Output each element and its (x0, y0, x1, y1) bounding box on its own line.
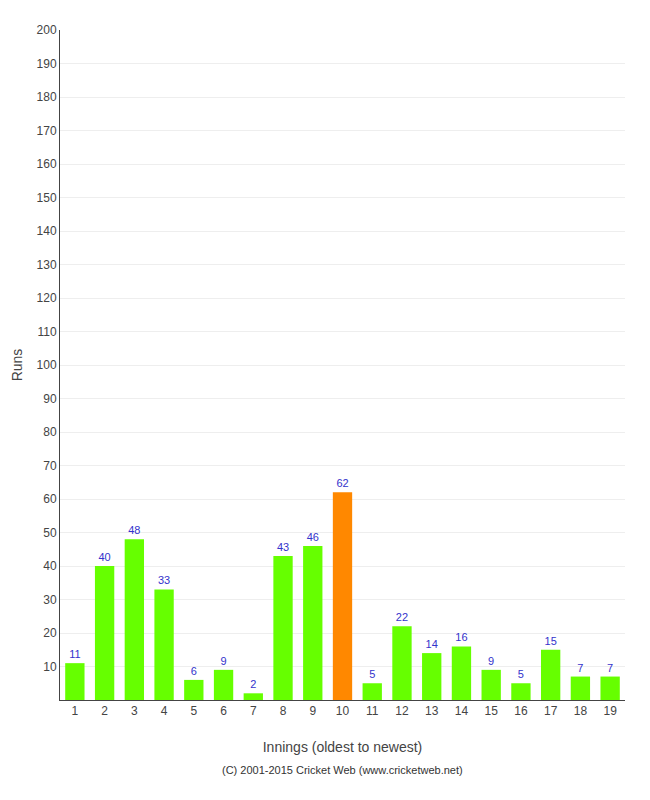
svg-text:1: 1 (72, 704, 79, 718)
svg-text:(C) 2001-2015 Cricket Web (www: (C) 2001-2015 Cricket Web (www.cricketwe… (222, 764, 463, 776)
svg-text:10: 10 (43, 660, 57, 674)
svg-text:13: 13 (425, 704, 439, 718)
svg-text:33: 33 (158, 574, 170, 586)
svg-text:5: 5 (518, 668, 524, 680)
svg-text:190: 190 (37, 57, 57, 71)
svg-text:11: 11 (366, 704, 379, 718)
svg-text:7: 7 (577, 662, 583, 674)
svg-text:160: 160 (37, 157, 57, 171)
svg-text:22: 22 (396, 611, 408, 623)
svg-text:120: 120 (37, 291, 57, 305)
svg-text:70: 70 (43, 459, 57, 473)
svg-text:2: 2 (250, 678, 256, 690)
svg-text:3: 3 (131, 704, 138, 718)
svg-text:9: 9 (488, 655, 494, 667)
svg-text:19: 19 (603, 704, 617, 718)
svg-text:20: 20 (43, 626, 57, 640)
svg-text:5: 5 (369, 668, 375, 680)
svg-text:80: 80 (43, 425, 57, 439)
svg-text:Runs: Runs (9, 349, 25, 382)
svg-text:14: 14 (426, 638, 438, 650)
svg-text:2: 2 (101, 704, 108, 718)
svg-text:7: 7 (250, 704, 257, 718)
svg-text:46: 46 (307, 531, 319, 543)
svg-text:48: 48 (128, 524, 140, 536)
svg-text:60: 60 (43, 492, 57, 506)
svg-text:5: 5 (190, 704, 197, 718)
svg-text:140: 140 (37, 224, 57, 238)
svg-text:16: 16 (455, 631, 467, 643)
svg-text:4: 4 (161, 704, 168, 718)
svg-text:15: 15 (485, 704, 499, 718)
svg-text:12: 12 (395, 704, 409, 718)
svg-text:6: 6 (191, 665, 197, 677)
svg-text:16: 16 (514, 704, 528, 718)
svg-text:43: 43 (277, 541, 289, 553)
svg-text:62: 62 (336, 477, 348, 489)
svg-text:7: 7 (607, 662, 613, 674)
svg-text:18: 18 (574, 704, 588, 718)
svg-text:9: 9 (220, 655, 226, 667)
svg-text:14: 14 (455, 704, 469, 718)
svg-text:200: 200 (37, 23, 57, 37)
svg-text:11: 11 (69, 648, 80, 660)
svg-text:130: 130 (37, 258, 57, 272)
svg-text:9: 9 (309, 704, 316, 718)
svg-text:100: 100 (37, 358, 57, 372)
svg-text:150: 150 (37, 191, 57, 205)
svg-text:170: 170 (37, 124, 57, 138)
svg-text:40: 40 (43, 559, 57, 573)
svg-text:10: 10 (336, 704, 350, 718)
svg-text:15: 15 (545, 635, 557, 647)
svg-text:110: 110 (37, 325, 56, 339)
svg-text:180: 180 (37, 90, 57, 104)
svg-text:30: 30 (43, 593, 57, 607)
svg-text:8: 8 (280, 704, 287, 718)
svg-text:6: 6 (220, 704, 227, 718)
svg-text:40: 40 (98, 551, 110, 563)
svg-text:90: 90 (43, 392, 57, 406)
svg-text:17: 17 (544, 704, 558, 718)
svg-text:50: 50 (43, 526, 57, 540)
svg-text:Innings (oldest to newest): Innings (oldest to newest) (263, 739, 423, 755)
